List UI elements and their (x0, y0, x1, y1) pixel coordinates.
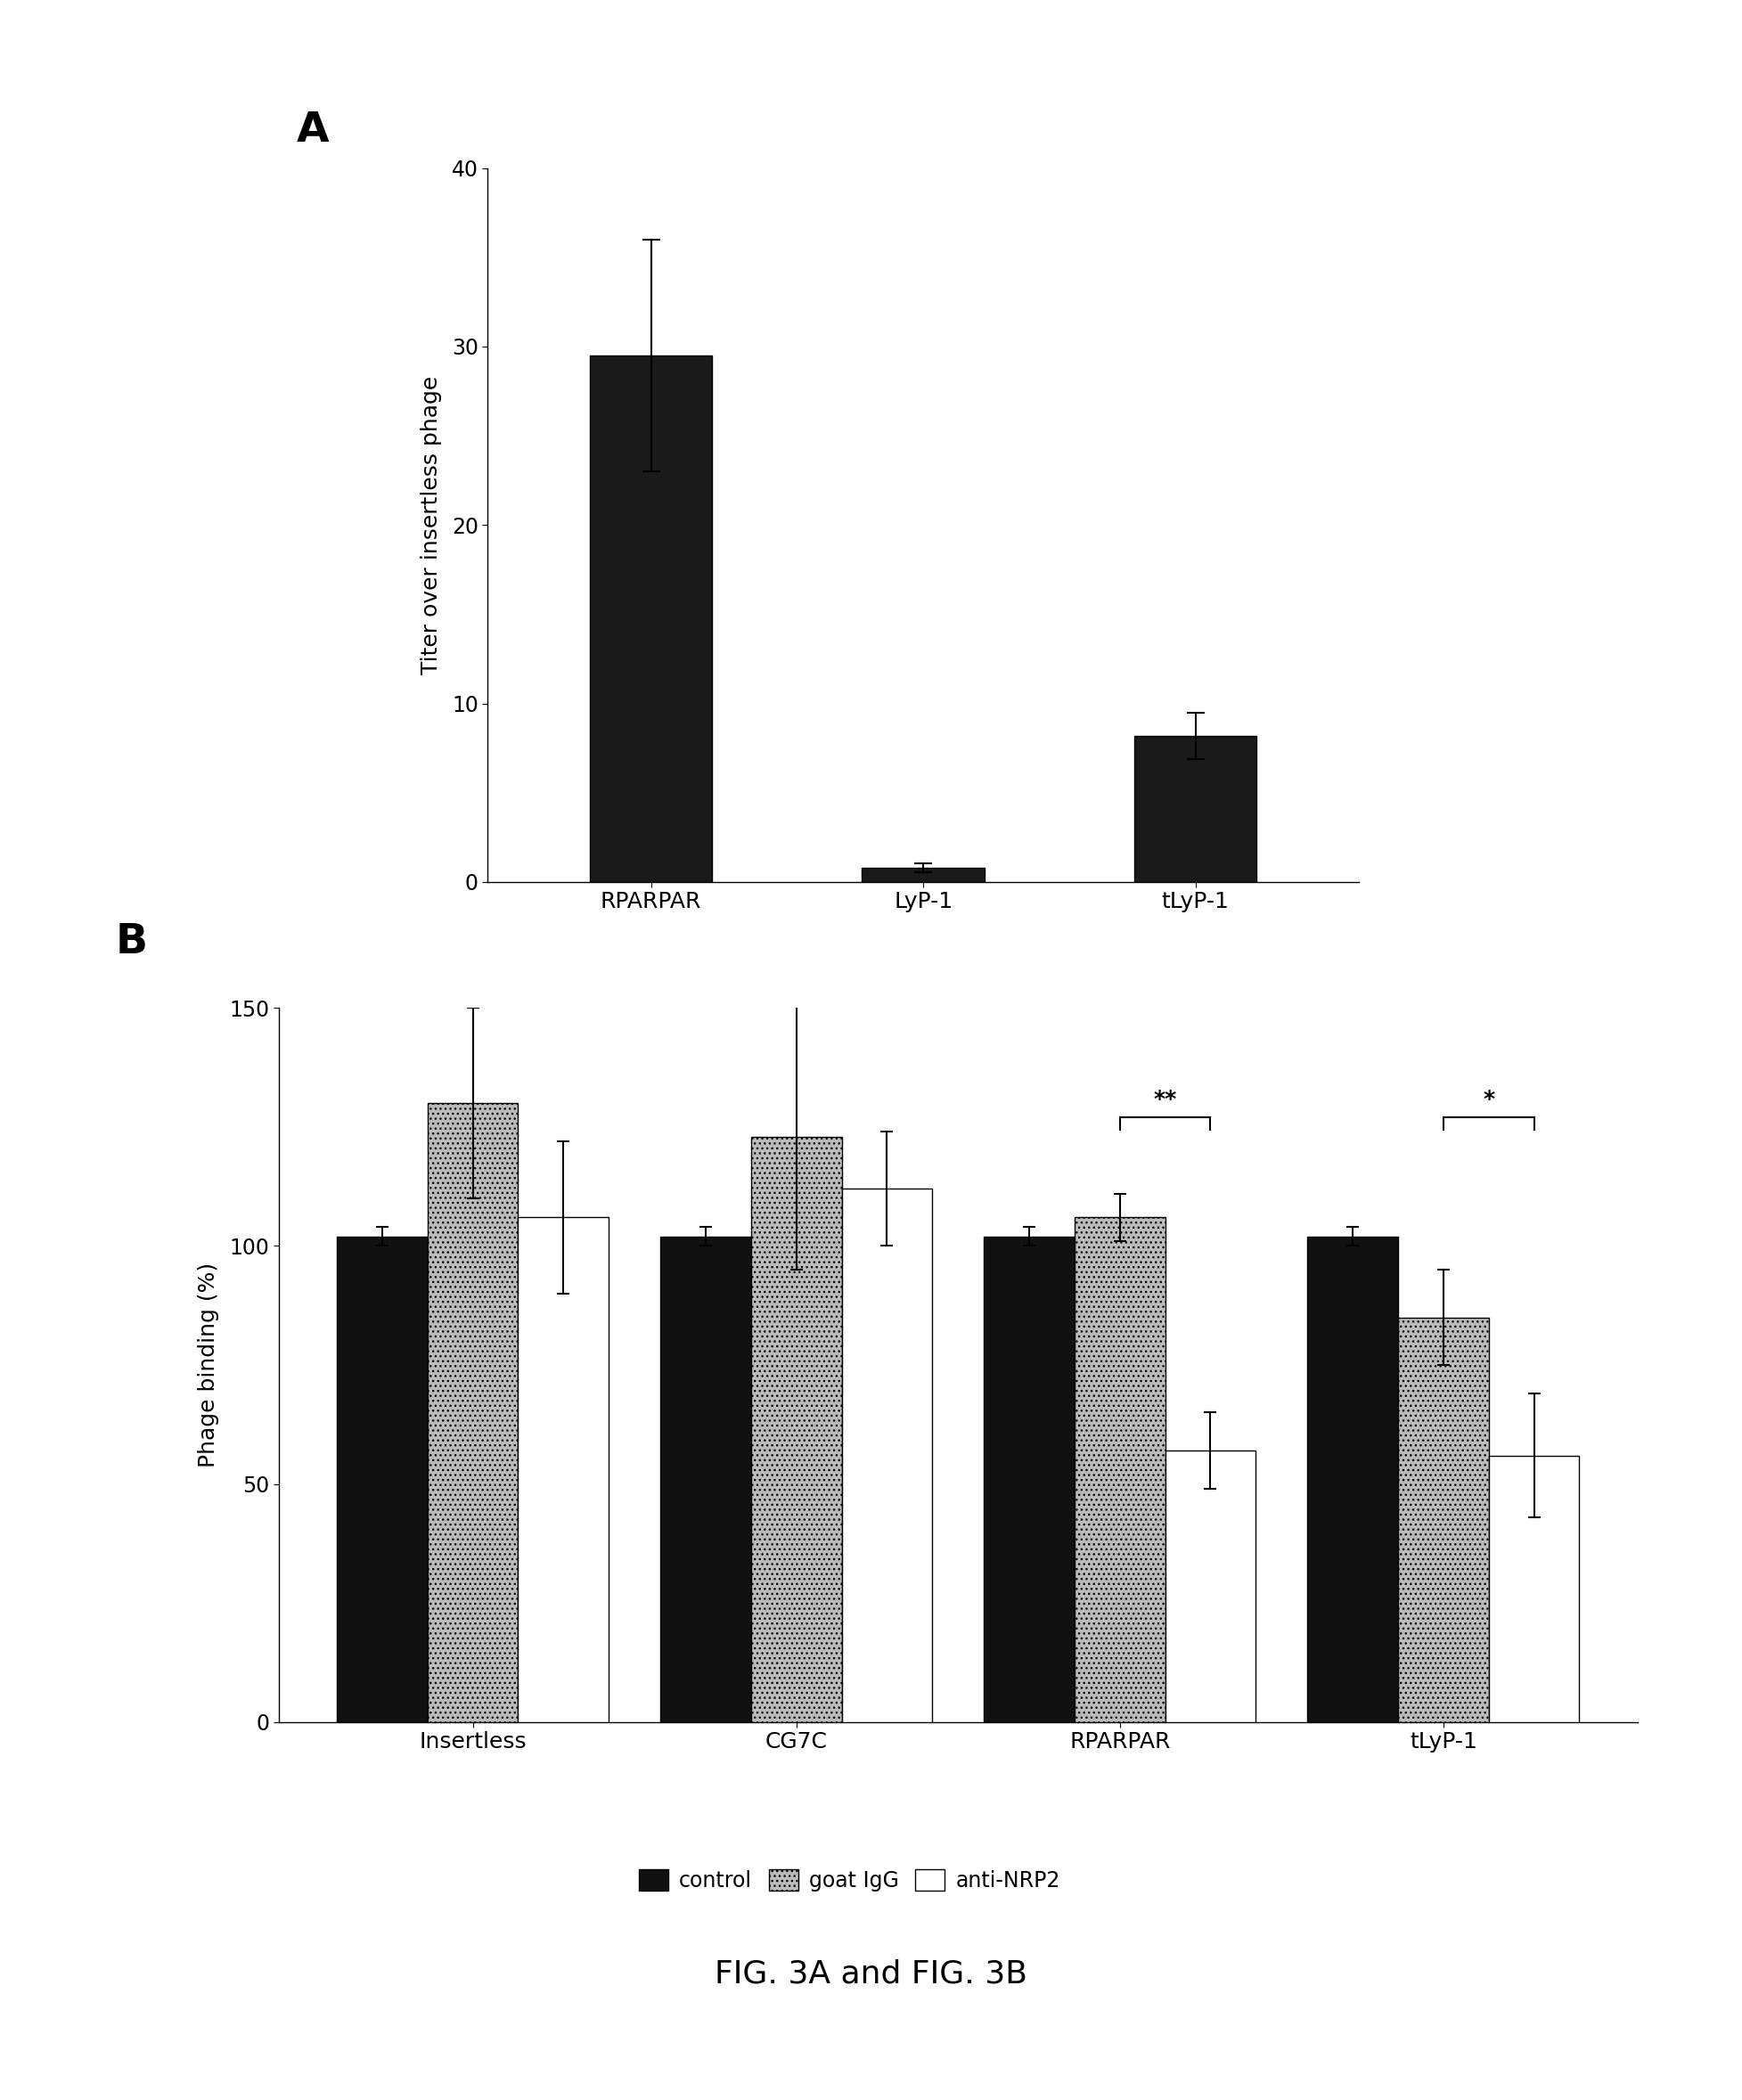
Y-axis label: Titer over insertless phage: Titer over insertless phage (420, 376, 442, 674)
Bar (841, 1189, 932, 1722)
Text: FIG. 3A and FIG. 3B: FIG. 3A and FIG. 3B (714, 1959, 1028, 1989)
Bar (591, 355, 712, 882)
Bar (660, 1237, 751, 1722)
Bar (862, 867, 984, 882)
Bar (336, 1237, 427, 1722)
Bar (751, 1136, 841, 1722)
Bar (984, 1237, 1075, 1722)
Text: **: ** (1153, 1090, 1178, 1111)
Bar (427, 1102, 517, 1722)
Text: B: B (115, 922, 148, 962)
Text: A: A (296, 111, 329, 151)
Legend: control, goat IgG, anti-NRP2: control, goat IgG, anti-NRP2 (631, 1861, 1068, 1901)
Bar (1134, 735, 1256, 882)
Text: *: * (1482, 1090, 1495, 1111)
Bar (517, 1218, 608, 1722)
Bar (1075, 1218, 1165, 1722)
Bar (1399, 1317, 1489, 1722)
Y-axis label: Phage binding (%): Phage binding (%) (199, 1262, 219, 1468)
Bar (1308, 1237, 1399, 1722)
Bar (1165, 1451, 1256, 1722)
Bar (1489, 1455, 1580, 1722)
